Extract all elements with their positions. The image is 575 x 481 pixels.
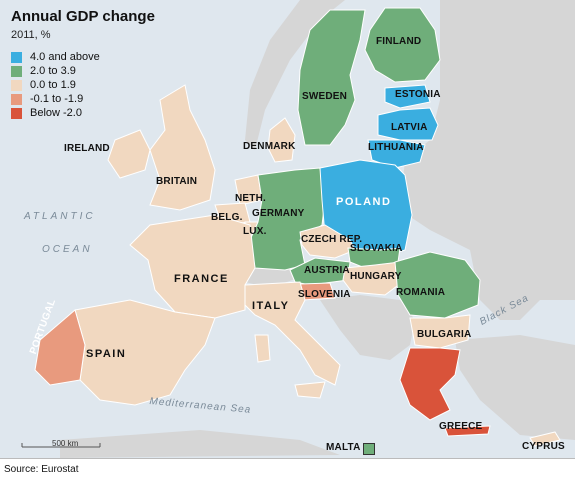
legend-label: 0.0 to 1.9	[30, 79, 76, 91]
label-romania: ROMANIA	[396, 287, 446, 298]
label-estonia: ESTONIA	[395, 89, 441, 100]
label-slovenia: SLOVENIA	[298, 289, 351, 300]
country-romania	[394, 251, 481, 319]
legend-item: Below -2.0	[11, 106, 100, 120]
land-balkans	[320, 295, 415, 360]
label-belgium: BELG.	[211, 212, 243, 223]
label-austria: AUSTRIA	[304, 265, 350, 276]
chart-title: Annual GDP change	[11, 8, 155, 25]
country-crete	[444, 425, 491, 437]
country-france	[129, 214, 256, 319]
label-luxembourg: LUX.	[243, 226, 267, 237]
label-atlantic: ATLANTIC	[24, 211, 96, 222]
country-latvia	[377, 107, 439, 141]
country-czech	[299, 224, 356, 259]
country-britain	[149, 84, 216, 211]
source-note: Source: Eurostat	[4, 464, 79, 475]
legend-label: -0.1 to -1.9	[30, 93, 84, 105]
country-lithuania	[367, 139, 426, 169]
land-non-eu-east	[400, 0, 575, 320]
country-sweden	[297, 9, 366, 146]
country-sicily	[294, 381, 326, 399]
label-france: FRANCE	[174, 273, 229, 285]
country-sardinia	[254, 334, 271, 363]
label-slovakia: SLOVAKIA	[350, 243, 403, 254]
label-poland: POLAND	[336, 196, 392, 208]
label-italy: ITALY	[252, 300, 290, 312]
malta-swatch	[363, 443, 375, 455]
country-poland	[319, 159, 413, 259]
legend-item: -0.1 to -1.9	[11, 92, 100, 106]
label-sweden: SWEDEN	[302, 91, 348, 102]
label-ocean: OCEAN	[42, 244, 93, 255]
country-hungary	[342, 261, 406, 296]
legend-item: 2.0 to 3.9	[11, 64, 100, 78]
footer	[0, 458, 575, 481]
label-spain: SPAIN	[86, 348, 127, 360]
legend-swatch	[11, 107, 22, 119]
legend-item: 0.0 to 1.9	[11, 78, 100, 92]
country-bulgaria	[409, 314, 471, 349]
legend-label: 4.0 and above	[30, 51, 100, 63]
label-bulgaria: BULGARIA	[417, 329, 472, 340]
legend-swatch	[11, 79, 22, 91]
label-denmark: DENMARK	[243, 141, 296, 152]
country-cyprus	[529, 431, 561, 447]
label-germany: GERMANY	[252, 208, 305, 219]
country-italy	[244, 281, 341, 386]
chart-subtitle: 2011, %	[11, 29, 51, 41]
land-norway	[245, 0, 345, 150]
country-finland	[364, 7, 441, 83]
scale-label: 500 km	[52, 439, 79, 448]
country-ireland	[107, 129, 151, 179]
country-portugal	[34, 309, 86, 386]
legend-label: 2.0 to 3.9	[30, 65, 76, 77]
land-turkey	[455, 335, 575, 440]
label-latvia: LATVIA	[391, 122, 428, 133]
label-ireland: IRELAND	[64, 143, 110, 154]
label-cyprus: CYPRUS	[522, 441, 565, 452]
label-britain: BRITAIN	[156, 176, 198, 187]
label-malta: MALTA	[326, 442, 361, 453]
label-czech: CZECH REP.	[301, 234, 363, 245]
legend-label: Below -2.0	[30, 107, 82, 119]
label-lithuania: LITHUANIA	[368, 142, 424, 153]
land-north-africa	[60, 430, 340, 458]
label-finland: FINLAND	[376, 36, 422, 47]
legend-swatch	[11, 93, 22, 105]
country-greece	[399, 347, 461, 421]
legend-swatch	[11, 51, 22, 63]
label-netherlands: NETH.	[235, 193, 266, 204]
country-estonia	[384, 84, 431, 109]
label-hungary: HUNGARY	[350, 271, 402, 282]
legend-item: 4.0 and above	[11, 50, 100, 64]
label-greece: GREECE	[439, 421, 483, 432]
legend-swatch	[11, 65, 22, 77]
legend: 4.0 and above 2.0 to 3.9 0.0 to 1.9 -0.1…	[11, 50, 100, 120]
country-denmark	[267, 117, 296, 163]
